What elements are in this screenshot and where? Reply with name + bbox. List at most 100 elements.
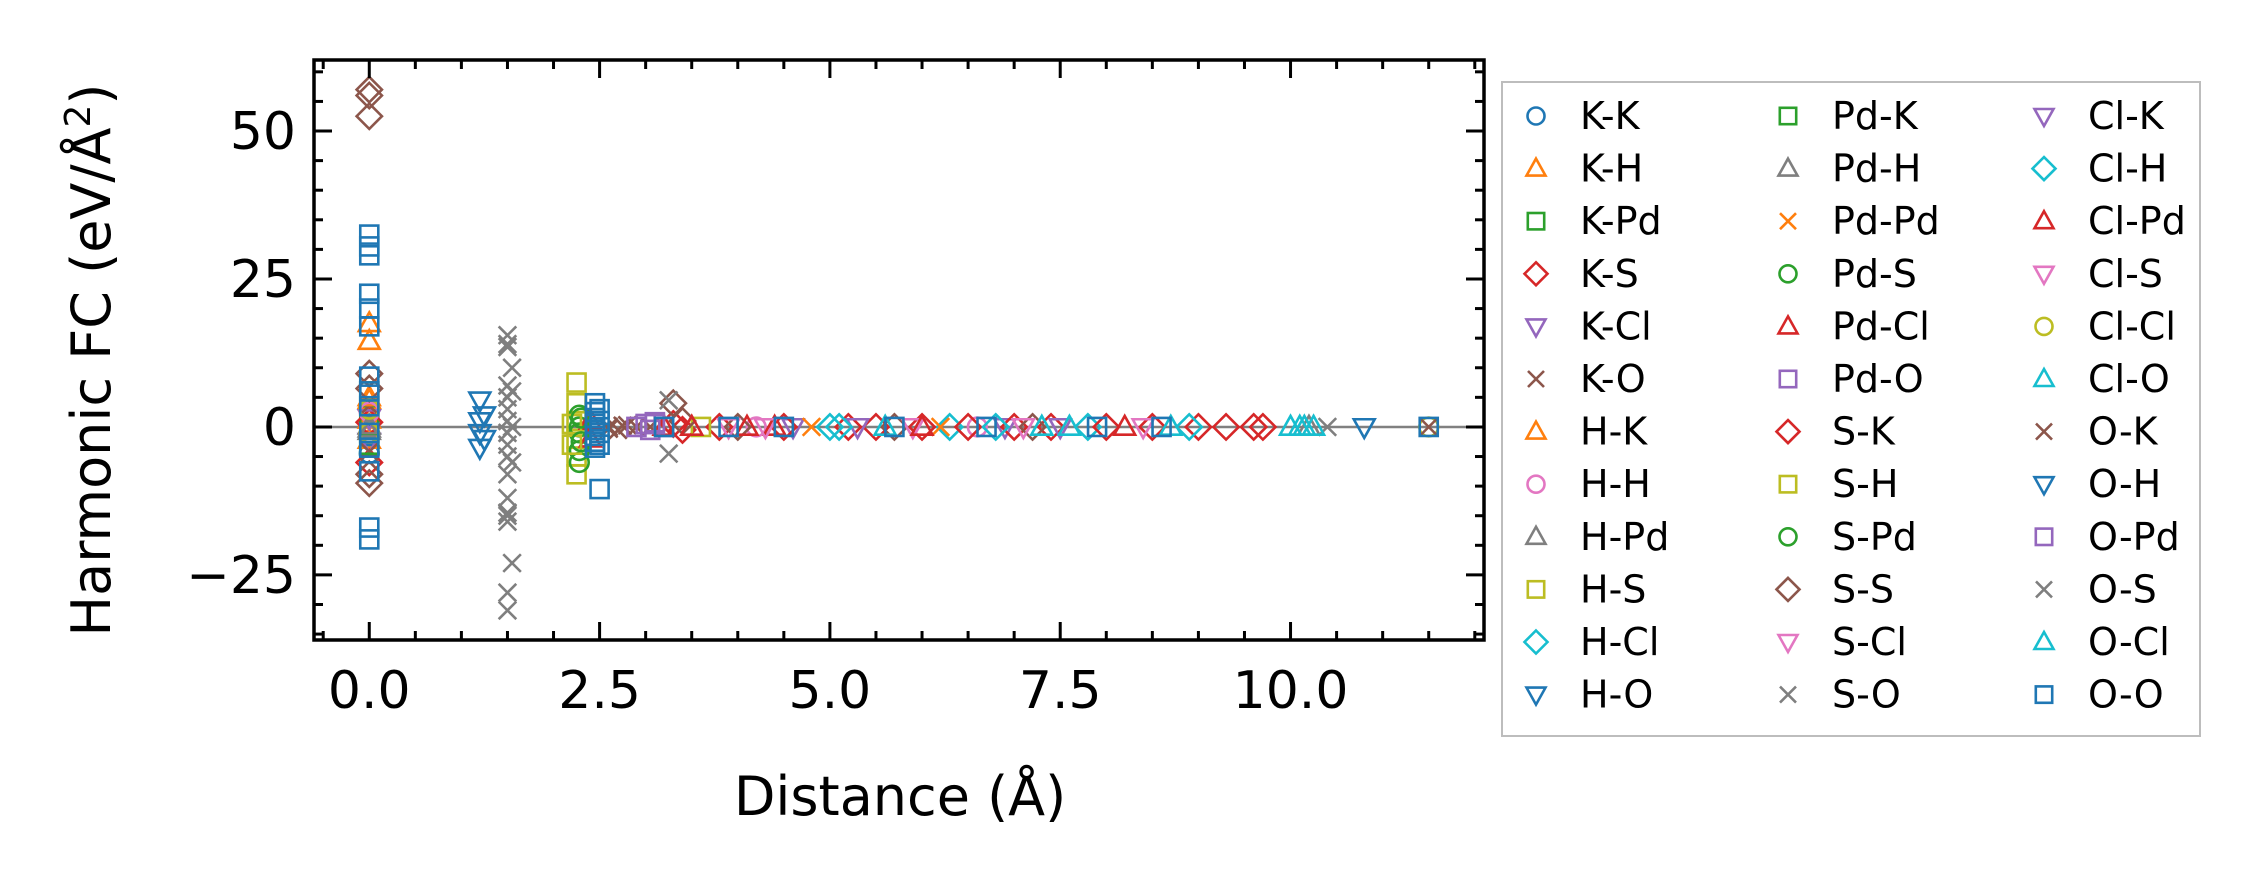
data-point-s-cl <box>1130 417 1156 441</box>
data-point-o-o <box>358 366 380 387</box>
data-point-h-k <box>356 309 382 333</box>
data-point-o-o <box>589 398 610 420</box>
data-point-o-cl <box>1287 413 1313 436</box>
data-point-cl-pd <box>909 413 935 436</box>
legend-item-o-s: O-S <box>2035 567 2157 611</box>
data-point-cl-h <box>981 412 1011 442</box>
legend-item-pd-o: Pd-O <box>1778 357 1924 401</box>
legend-marker <box>2032 107 2056 129</box>
x-tick-label: 0.0 <box>328 661 411 721</box>
data-point-o-o <box>589 422 610 444</box>
legend-marker <box>1526 474 1546 495</box>
plot-frame <box>312 58 1486 642</box>
legend-label: Cl-K <box>2088 94 2165 138</box>
legend-label: O-Cl <box>2088 620 2170 664</box>
data-point-cl-k <box>844 417 871 441</box>
legend-marker <box>1774 576 1802 603</box>
data-point-k-s <box>1239 412 1269 442</box>
legend-label: S-Cl <box>1832 620 1907 664</box>
data-point-s-s <box>723 412 753 442</box>
data-point-cl-pd <box>679 413 705 436</box>
data-point-s-o <box>658 390 679 411</box>
data-point-k-s <box>354 447 384 477</box>
legend-marker <box>1522 260 1550 288</box>
legend-marker <box>2035 580 2053 599</box>
legend-label: Cl-Cl <box>2088 304 2176 348</box>
data-point-s-o <box>497 582 518 603</box>
data-point-s-k <box>1211 412 1241 442</box>
data-point-o-o <box>358 316 380 337</box>
legend-marker <box>1524 418 1548 440</box>
legend-item-s-cl: S-Cl <box>1776 620 1907 664</box>
data-point-o-o <box>358 244 380 266</box>
legend-marker <box>1776 313 1800 335</box>
legend-marker <box>1526 211 1546 231</box>
legend-item-h-pd: H-Pd <box>1524 515 1669 559</box>
legend-marker <box>1527 370 1545 388</box>
data-point-o-o <box>358 224 380 245</box>
legend-item-o-cl: O-Cl <box>2032 620 2170 664</box>
legend-label: H-K <box>1580 410 1648 454</box>
legend-marker <box>1776 155 1800 177</box>
legend-marker <box>1778 369 1798 389</box>
y-tick-label: 25 <box>230 250 296 310</box>
legend-marker <box>2034 685 2054 705</box>
data-point-o-s <box>497 334 518 354</box>
legend-marker <box>2035 422 2053 441</box>
data-point-s-o <box>502 452 522 473</box>
legend-marker <box>1526 579 1546 599</box>
data-point-cl-s <box>1010 417 1037 441</box>
data-point-o-o <box>589 434 610 456</box>
x-tick-label: 2.5 <box>558 661 641 721</box>
data-point-h-k <box>356 327 382 351</box>
data-point-s-k <box>1091 412 1121 442</box>
legend-label: K-O <box>1580 357 1646 401</box>
legend-item-h-h: H-H <box>1526 462 1651 506</box>
legend-item-o-k: O-K <box>2035 410 2159 454</box>
data-point-o-o <box>358 461 380 482</box>
legend-item-s-pd: S-Pd <box>1778 515 1917 559</box>
data-point-s-o <box>658 443 679 464</box>
data-point-s-o <box>502 553 522 573</box>
data-point-h-o <box>1351 417 1377 441</box>
legend-label: S-H <box>1832 462 1898 506</box>
x-tick-label: 5.0 <box>789 661 872 721</box>
data-point-s-k <box>1137 412 1167 442</box>
data-point-cl-pd <box>734 413 760 436</box>
data-point-s-o <box>497 503 518 523</box>
data-point-s-o <box>497 600 518 621</box>
data-point-h-cl <box>815 412 845 442</box>
data-point-o-o <box>773 416 795 438</box>
legend-item-k-o: K-O <box>1527 357 1646 401</box>
legend-label: O-H <box>2088 462 2161 506</box>
legend-label: H-Pd <box>1580 515 1669 559</box>
data-point-o-o <box>718 416 739 438</box>
data-point-s-o <box>502 381 522 402</box>
legend-label: Pd-S <box>1832 252 1917 296</box>
legend-item-s-o: S-O <box>1779 673 1901 717</box>
legend-label: Pd-O <box>1832 357 1924 401</box>
legend-item-s-k: S-K <box>1774 410 1896 454</box>
legend-marker <box>2032 629 2056 651</box>
axis-tick-labels: 0.0 2.5 5.0 7.5 10.0 −25 0 25 50 <box>186 102 1348 721</box>
legend-marker <box>2034 527 2054 547</box>
data-point-pd-pd <box>801 417 822 437</box>
data-point-o-cl <box>1300 413 1327 436</box>
data-point-s-h <box>690 416 712 438</box>
legend-label: Cl-H <box>2088 147 2167 191</box>
legend-marker <box>2032 366 2056 388</box>
legend-label: K-S <box>1580 252 1639 296</box>
data-point-o-o <box>653 416 675 438</box>
data-point-o-o <box>884 416 905 438</box>
data-point-o-s <box>497 505 518 526</box>
data-point-cl-h <box>1174 412 1204 442</box>
legend-marker <box>1779 212 1797 231</box>
legend-item-o-o: O-O <box>2034 673 2164 717</box>
legend-item-pd-h: Pd-H <box>1776 147 1921 191</box>
legend-label: H-H <box>1580 462 1651 506</box>
legend-item-k-h: K-H <box>1524 147 1643 191</box>
data-point-s-k <box>1183 412 1213 442</box>
legend-label: S-Pd <box>1832 515 1917 559</box>
y-tick-label: 50 <box>230 102 296 162</box>
legend-marker <box>1779 685 1797 704</box>
